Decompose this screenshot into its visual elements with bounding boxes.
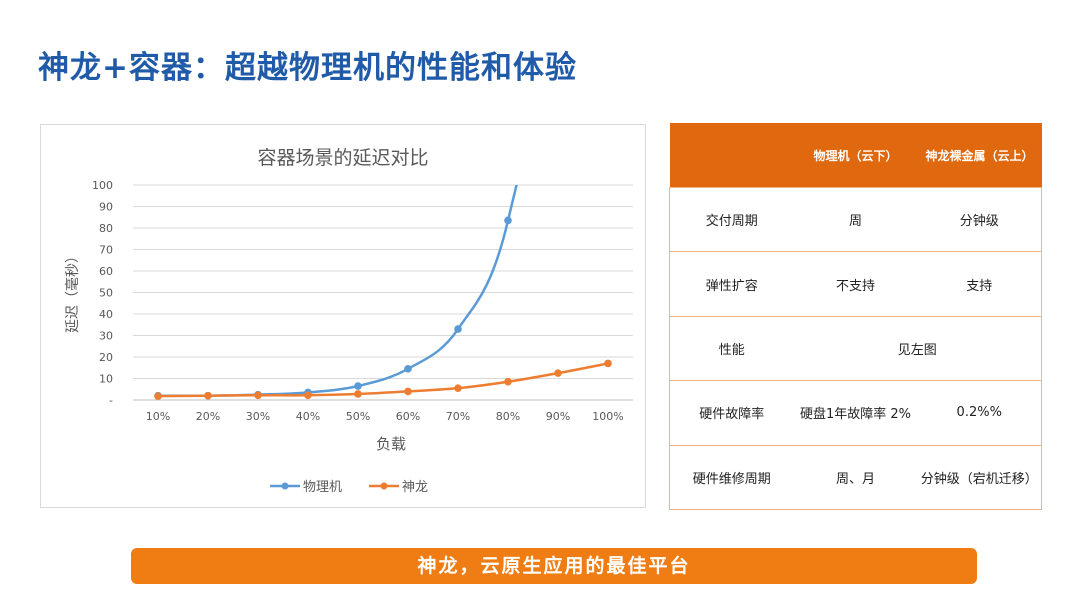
x-tick-label: 90%: [546, 410, 570, 423]
page-title: 神龙+容器：超越物理机的性能和体验: [38, 50, 577, 86]
data-point: [404, 387, 412, 396]
data-point: [504, 216, 512, 225]
x-axis-title: 负载: [376, 435, 406, 453]
x-tick-label: 30%: [246, 410, 270, 423]
table-row: 硬件故障率 硬盘1年故障率 2% 0.2%%: [669, 380, 1042, 446]
row-label: 弹性扩容: [669, 251, 794, 317]
series-line: [157, 362, 609, 398]
header-physical: 物理机（云下）: [793, 123, 918, 188]
data-point: [254, 391, 262, 400]
x-tick-label: 70%: [446, 410, 470, 423]
y-tick-label: 60: [99, 265, 113, 278]
header-shenlong: 神龙裸金属（云上）: [917, 123, 1042, 188]
cell-shenlong: 支持: [917, 251, 1042, 317]
y-tick-label: 10: [99, 373, 113, 386]
legend-label: 物理机: [303, 480, 342, 495]
y-tick-label: 70: [99, 244, 113, 257]
chart-legend: 物理机 神龙: [270, 480, 428, 495]
data-point: [454, 325, 462, 333]
cell-shenlong: 0.2%%: [917, 380, 1042, 446]
y-tick-label: 100: [92, 179, 113, 192]
data-point: [454, 384, 462, 392]
table-row: 性能 见左图: [669, 315, 1042, 381]
cell-merged: 见左图: [793, 315, 1042, 381]
data-point: [554, 369, 562, 377]
y-axis-title: 延迟（毫秒）: [64, 249, 81, 333]
y-tick-label: 50: [99, 287, 113, 300]
y-tick-label: 90: [99, 201, 113, 214]
legend-label: 神龙: [402, 480, 428, 495]
table-row: 弹性扩容 不支持 支持: [669, 251, 1042, 317]
cell-physical: 不支持: [793, 251, 918, 317]
x-tick-label: 80%: [496, 410, 520, 423]
x-tick-labels: 10% 20% 30% 40% 50% 60% 70% 80% 90% 100%: [146, 410, 624, 423]
data-point: [354, 390, 362, 398]
chart-svg: 容器场景的延迟对比 - 10 20 30 40 50 60 70 80 90 100 10% 20% 3…: [64, 147, 633, 495]
table-row: 硬件维修周期 周、月 分钟级（宕机迁移）: [669, 444, 1042, 511]
header-empty: [669, 123, 794, 188]
table-header-row: 物理机（云下） 神龙裸金属（云上）: [669, 123, 1042, 188]
row-label: 硬件故障率: [669, 380, 794, 446]
grid-lines: [133, 184, 633, 401]
row-label: 性能: [669, 315, 794, 381]
series-layer: [154, 185, 612, 400]
x-tick-label: 10%: [146, 410, 170, 423]
data-point: [404, 365, 412, 373]
data-point: [154, 392, 162, 400]
y-tick-label: 40: [99, 308, 113, 321]
series-2: [154, 359, 612, 400]
cell-shenlong: 分钟级（宕机迁移）: [917, 444, 1042, 511]
data-point: [204, 391, 212, 400]
legend-swatch-marker: [281, 482, 289, 490]
y-tick-label: -: [109, 394, 113, 407]
cell-shenlong: 分钟级: [917, 186, 1042, 252]
x-tick-label: 20%: [196, 410, 220, 423]
table-row: 交付周期 周 分钟级: [669, 186, 1042, 252]
y-tick-label: 30: [99, 330, 113, 343]
data-point: [304, 391, 312, 400]
x-tick-label: 100%: [592, 410, 623, 423]
cell-physical: 硬盘1年故障率 2%: [793, 380, 918, 446]
comparison-table: 物理机（云下） 神龙裸金属（云上） 交付周期 周 分钟级 弹性扩容 不支持 支持…: [669, 123, 1042, 511]
x-tick-label: 60%: [396, 410, 420, 423]
row-label: 硬件维修周期: [669, 444, 794, 511]
y-tick-labels: - 10 20 30 40 50 60 70 80 90 100: [92, 179, 113, 407]
data-point: [354, 382, 362, 390]
data-point: [504, 377, 512, 386]
x-tick-label: 40%: [296, 410, 320, 423]
y-tick-label: 20: [99, 351, 113, 364]
row-label: 交付周期: [669, 186, 794, 252]
chart-title: 容器场景的延迟对比: [257, 147, 428, 169]
cell-physical: 周、月: [793, 444, 918, 511]
data-point: [604, 359, 612, 368]
x-tick-label: 50%: [346, 410, 370, 423]
y-tick-label: 80: [99, 222, 113, 235]
cell-physical: 周: [793, 186, 918, 252]
legend-swatch-marker: [380, 482, 388, 490]
latency-chart: 容器场景的延迟对比 - 10 20 30 40 50 60 70 80 90 100 10% 20% 3…: [40, 124, 646, 508]
bottom-banner: 神龙，云原生应用的最佳平台: [131, 548, 977, 584]
